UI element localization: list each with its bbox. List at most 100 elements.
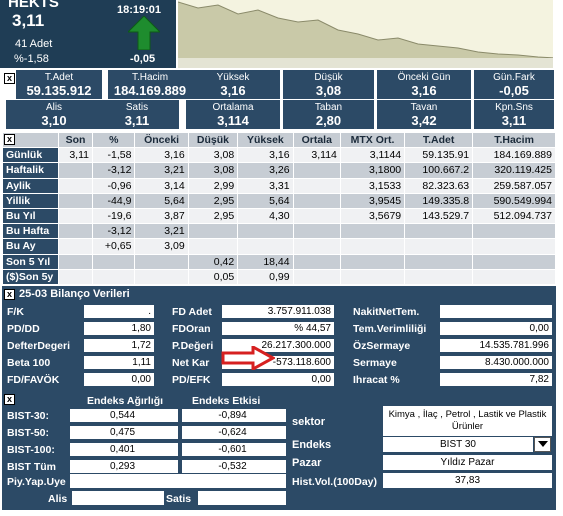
balance-label: Net Kar bbox=[172, 357, 210, 369]
index-weight: 0,293 bbox=[70, 460, 178, 473]
endeks-label: Endeks bbox=[292, 439, 332, 451]
index-label: BIST-50: bbox=[7, 427, 50, 439]
table-cell: 4,30 bbox=[237, 207, 294, 225]
balance-label: P.Değeri bbox=[172, 340, 214, 352]
table-cell bbox=[58, 268, 93, 285]
table-cell bbox=[187, 223, 239, 240]
stat-value: 3,10 bbox=[41, 113, 67, 128]
index-effect: -0,624 bbox=[182, 426, 286, 439]
row-label: Aylik bbox=[2, 177, 59, 194]
stat-r1-0: T.Adet 59.135.912 bbox=[16, 70, 102, 99]
balance-label: Ihracat % bbox=[353, 374, 400, 386]
balance-panel: x 25-03 Bilanço Verileri F/K. PD/DD 1,80 De… bbox=[2, 286, 556, 392]
table-cell: 5,64 bbox=[237, 192, 294, 209]
quote-time: 18:19:01 bbox=[117, 4, 162, 16]
stat-r1-1: T.Hacim 184.169.889 bbox=[108, 70, 192, 99]
balance-label: FD Adet bbox=[172, 306, 212, 318]
pazar-value: Yıldız Pazar bbox=[383, 455, 552, 470]
balance-label: FD/FAVÖK bbox=[7, 374, 60, 386]
balance-label: FDOran bbox=[172, 323, 211, 335]
table-cell bbox=[58, 192, 93, 209]
table-cell: -19,6 bbox=[91, 207, 136, 225]
table-cell bbox=[292, 162, 341, 179]
stat-r1-4: Önceki Gün 3,16 bbox=[377, 70, 471, 99]
table-cell: -44,9 bbox=[91, 192, 136, 209]
history-header[interactable]: Önceki bbox=[134, 131, 189, 149]
row-label: Yillik bbox=[2, 192, 59, 209]
table-cell: 3,26 bbox=[237, 162, 294, 179]
stat-label: T.Adet bbox=[44, 72, 74, 83]
table-cell: 590.549.994 bbox=[472, 192, 556, 209]
stat-r2-2: Ortalama 3,114 bbox=[186, 100, 280, 129]
table-cell bbox=[339, 223, 406, 240]
stat-label: Tavan bbox=[410, 102, 438, 113]
table-cell: 3,16 bbox=[237, 147, 294, 164]
table-cell: 3,14 bbox=[134, 177, 189, 194]
close-icon[interactable]: x bbox=[4, 289, 15, 300]
table-cell bbox=[237, 238, 294, 255]
table-cell bbox=[292, 238, 341, 255]
table-cell: 3,08 bbox=[187, 147, 239, 164]
stat-r1-2: Yüksek 3,16 bbox=[186, 70, 280, 99]
row-label: Son 5 Yıl bbox=[2, 253, 59, 270]
balance-label: F/K bbox=[7, 306, 24, 318]
stat-value: 3,16 bbox=[220, 83, 246, 98]
table-cell bbox=[404, 238, 474, 255]
stat-value: 2,80 bbox=[315, 113, 342, 128]
table-row: Aylik -0,96 3,14 2,99 3,31 3,1533 82.323.63 259… bbox=[2, 177, 556, 194]
close-icon[interactable]: x bbox=[4, 73, 15, 84]
close-icon[interactable]: x bbox=[4, 134, 15, 145]
table-cell bbox=[404, 268, 474, 285]
index-effect: -0,532 bbox=[182, 460, 286, 473]
table-cell: 259.587.057 bbox=[472, 177, 556, 194]
chevron-down-icon[interactable] bbox=[534, 437, 551, 452]
balance-value: 26.217.300.000 bbox=[222, 339, 334, 352]
table-row: Günlük 3,11 -1,58 3,16 3,08 3,16 3,114 3,1144 59… bbox=[2, 147, 556, 164]
index-weight: 0,475 bbox=[70, 426, 178, 439]
table-row: Bu Yıl -19,6 3,87 2,95 4,30 3,5679 143.529.7 51… bbox=[2, 207, 556, 225]
history-header[interactable]: T.Adet bbox=[404, 131, 474, 149]
history-header[interactable]: T.Hacim bbox=[472, 131, 556, 149]
last-price: 3,11 bbox=[12, 11, 45, 30]
row-label: Haftalik bbox=[2, 162, 59, 179]
table-cell bbox=[404, 223, 474, 240]
table-cell: 3,114 bbox=[292, 147, 341, 164]
effect-header: Endeks Etkisi bbox=[192, 395, 261, 407]
weight-header: Endeks Ağırlığı bbox=[87, 395, 164, 407]
table-cell: 149.335.8 bbox=[404, 192, 474, 209]
history-header[interactable]: Yüksek bbox=[237, 131, 294, 149]
table-cell bbox=[134, 253, 189, 270]
table-cell: 3,21 bbox=[134, 223, 189, 240]
history-header[interactable]: % bbox=[91, 131, 136, 149]
history-header[interactable]: MTX Ort. bbox=[339, 131, 406, 149]
table-cell bbox=[292, 207, 341, 225]
history-header[interactable]: Düşük bbox=[187, 131, 239, 149]
table-cell: -3,12 bbox=[91, 223, 136, 240]
table-row: Son 5 Yıl 0,42 18,44 bbox=[2, 253, 556, 270]
stat-value: 3,11 bbox=[501, 113, 527, 128]
table-cell bbox=[58, 223, 93, 240]
table-cell: 3,1144 bbox=[339, 147, 406, 164]
table-cell bbox=[339, 268, 406, 285]
index-label: BIST-30: bbox=[7, 410, 50, 422]
stat-value: 3,11 bbox=[124, 113, 150, 128]
table-row: Yillik -44,9 5,64 2,95 5,64 3,9545 149.335.8 59… bbox=[2, 192, 556, 209]
history-table: Son% Önceki Düşük Yüksek Ortala MTX Ort. T.Ade… bbox=[2, 131, 556, 285]
history-header[interactable]: Ortala bbox=[292, 131, 341, 149]
balance-value: 14.535.781.996 bbox=[440, 339, 552, 352]
stat-value: 184.169.889 bbox=[113, 83, 187, 98]
balance-value: 0,00 bbox=[84, 373, 154, 386]
history-header[interactable]: Son bbox=[58, 131, 93, 149]
balance-value: 1,80 bbox=[84, 322, 154, 335]
stat-value: 59.135.912 bbox=[26, 83, 92, 98]
endeks-select[interactable]: BIST 30 bbox=[383, 437, 533, 452]
stat-r1-5: Gün.Fark -0,05 bbox=[474, 70, 554, 99]
close-icon[interactable]: x bbox=[4, 394, 15, 405]
table-cell: 3,31 bbox=[237, 177, 294, 194]
table-cell bbox=[91, 253, 136, 270]
chart-scrollbar[interactable] bbox=[178, 58, 556, 68]
table-cell bbox=[472, 238, 556, 255]
index-weight: 0,544 bbox=[70, 409, 178, 422]
table-cell: 512.094.737 bbox=[472, 207, 556, 225]
table-cell: 82.323.63 bbox=[404, 177, 474, 194]
